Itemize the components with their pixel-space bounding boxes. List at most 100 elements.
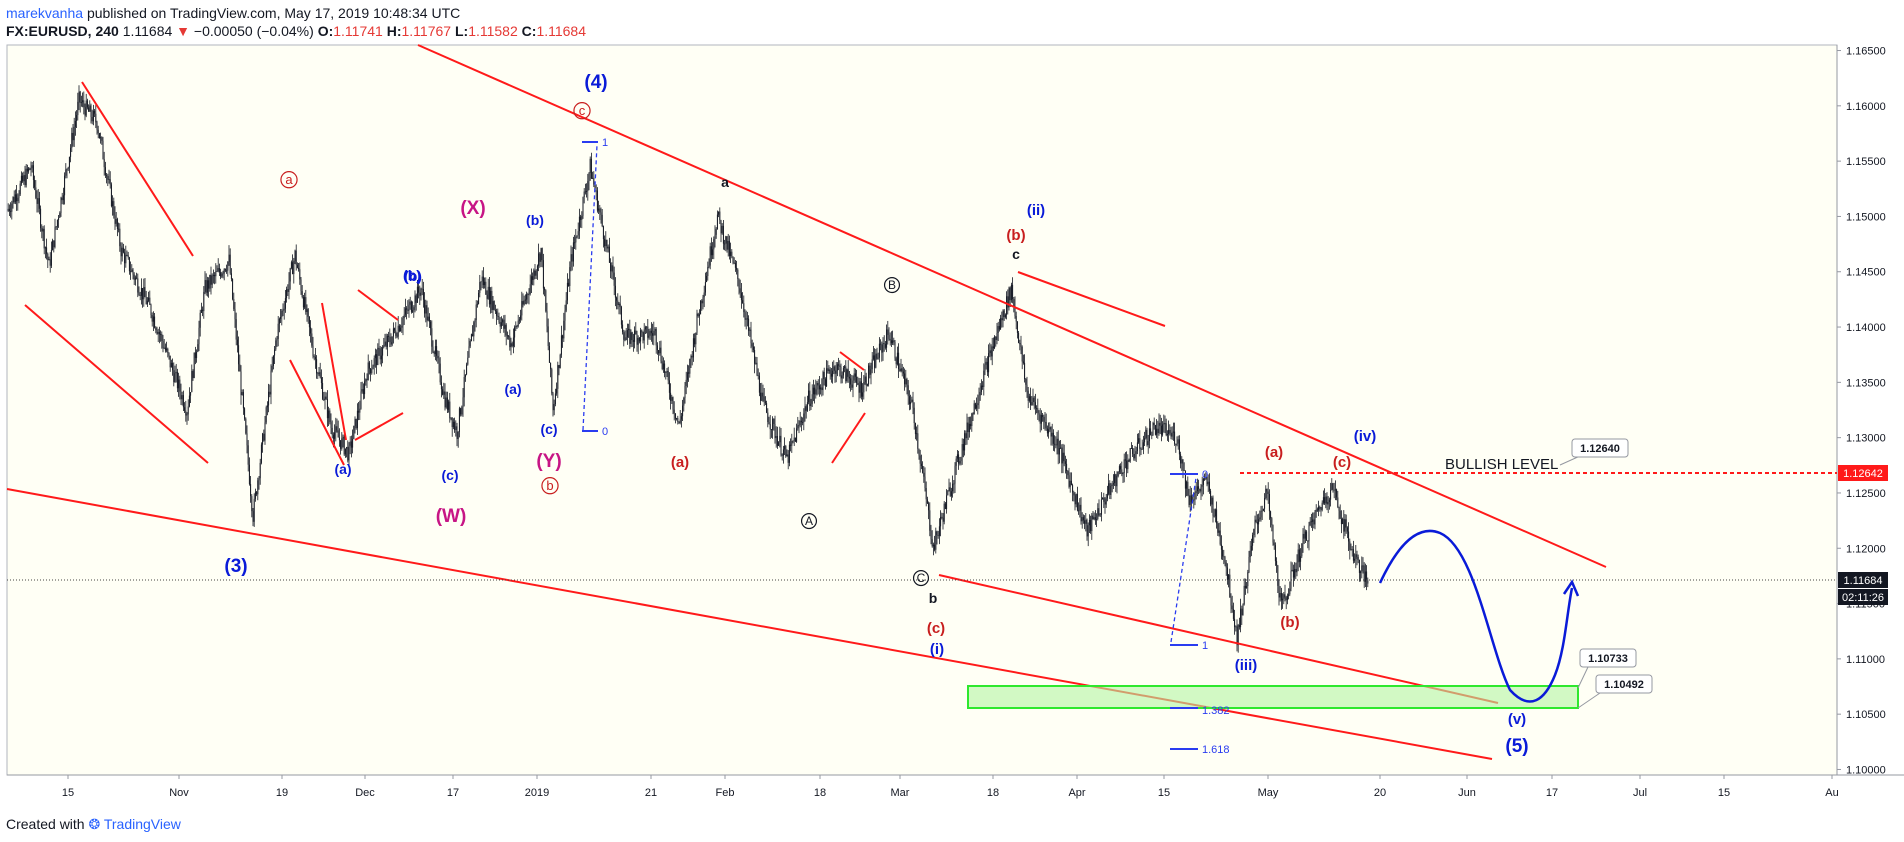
fib-tool-4[interactable] [582,141,598,432]
candle-body [449,401,451,419]
candle-body [335,426,337,433]
candle-body [755,362,757,364]
candle-body [464,374,466,378]
candle-body [1054,443,1056,445]
candle-body [1139,438,1141,449]
callout-110492[interactable]: 1.10492 [1577,674,1653,709]
candle-body [88,107,90,112]
candle-body [400,327,402,332]
candle-body [766,403,768,413]
candle-body [484,281,486,286]
plot-area[interactable] [6,44,1838,776]
candle-body [932,544,934,547]
candle-body [301,291,303,298]
symbol-label[interactable]: FX:EURUSD, 240 [6,23,119,39]
candle-body [1194,493,1196,500]
callout-110733[interactable]: 1.10733 [1577,648,1637,689]
candle-body [538,253,540,266]
candle-body [946,495,948,510]
candle-body [613,272,615,286]
candle-body [743,303,745,313]
price-axis[interactable]: 1.16500 1.16000 1.15500 1.15000 1.14500 1.140… [1837,46,1886,777]
time-axis[interactable]: 15 Nov 19 Dec 17 2019 21 Feb 18 Mar 18 Apr 15 May 20 Ju… [62,775,1839,799]
candle-body [91,117,93,122]
candle-body [516,326,518,327]
tradingview-logo-icon[interactable]: ❂ [88,816,101,832]
candle-body [110,184,112,207]
candle-body [278,318,280,324]
candle-body [914,423,916,435]
candle-body [238,345,240,365]
candle-body [552,393,554,411]
candle-body [250,484,252,497]
candle-body [212,275,214,276]
candle-body [1074,495,1076,505]
fib-tool-v[interactable] [1170,473,1198,750]
time-tick-label: Jun [1458,787,1476,799]
candle-body [796,428,798,442]
candle-body [528,293,530,295]
candle-body [373,358,375,367]
candle-body [108,179,110,180]
candle-body [1313,519,1315,525]
candle-body [616,297,618,301]
candle-body [676,418,678,419]
candle-body [876,353,878,359]
candle-body [563,320,565,339]
candle-body [1343,518,1345,532]
candle-body [851,384,853,388]
candle-body [340,440,342,449]
candle-body [1350,549,1352,551]
candle-body [1294,568,1296,578]
candle-body [544,288,546,291]
trendline-a-3 [357,289,399,321]
candle-body [414,295,416,308]
candle-body [1289,588,1291,595]
candle-body [1147,441,1149,446]
candle-body [750,329,752,344]
candle-body [1356,554,1358,557]
time-tick-label: 21 [645,787,657,799]
target-zone[interactable] [967,685,1579,709]
candle-body [1325,496,1327,504]
candle-body [346,447,348,449]
candle-body [727,240,729,250]
callout-text: 1.10733 [1588,653,1628,665]
candle-body [511,343,513,347]
candle-body [283,308,285,311]
candle-body [817,382,819,386]
tradingview-link[interactable]: TradingView [103,816,181,832]
candle-body [270,370,272,395]
candle-body [988,353,990,373]
wave-label: (a) [334,461,351,477]
candle-body [90,105,92,118]
candle-body [1202,478,1204,486]
candle-body [169,355,171,368]
candle-body [11,203,13,212]
candle-body [572,242,574,262]
candle-body [1046,428,1048,434]
candle-body [53,240,55,248]
candle-body [505,324,507,336]
candle-body [881,344,883,353]
candle-body [1274,545,1276,562]
callout-112640[interactable]: 1.12640 [1559,438,1629,466]
author-link[interactable]: marekvanha [6,5,84,21]
candle-body [677,418,679,422]
candle-body [1152,422,1154,436]
candle-body [227,261,229,271]
candle-body [805,406,807,411]
candle-body [348,445,350,461]
candle-body [1270,511,1272,519]
candle-body [330,422,332,428]
candle-body [44,247,46,249]
candle-body [985,361,987,365]
candle-body [349,441,351,446]
candle-body [220,272,222,277]
candle-body [331,427,333,435]
candle-body [1043,416,1045,422]
candle-body [575,236,577,243]
candle-body [143,287,145,300]
candle-body [1224,557,1226,563]
